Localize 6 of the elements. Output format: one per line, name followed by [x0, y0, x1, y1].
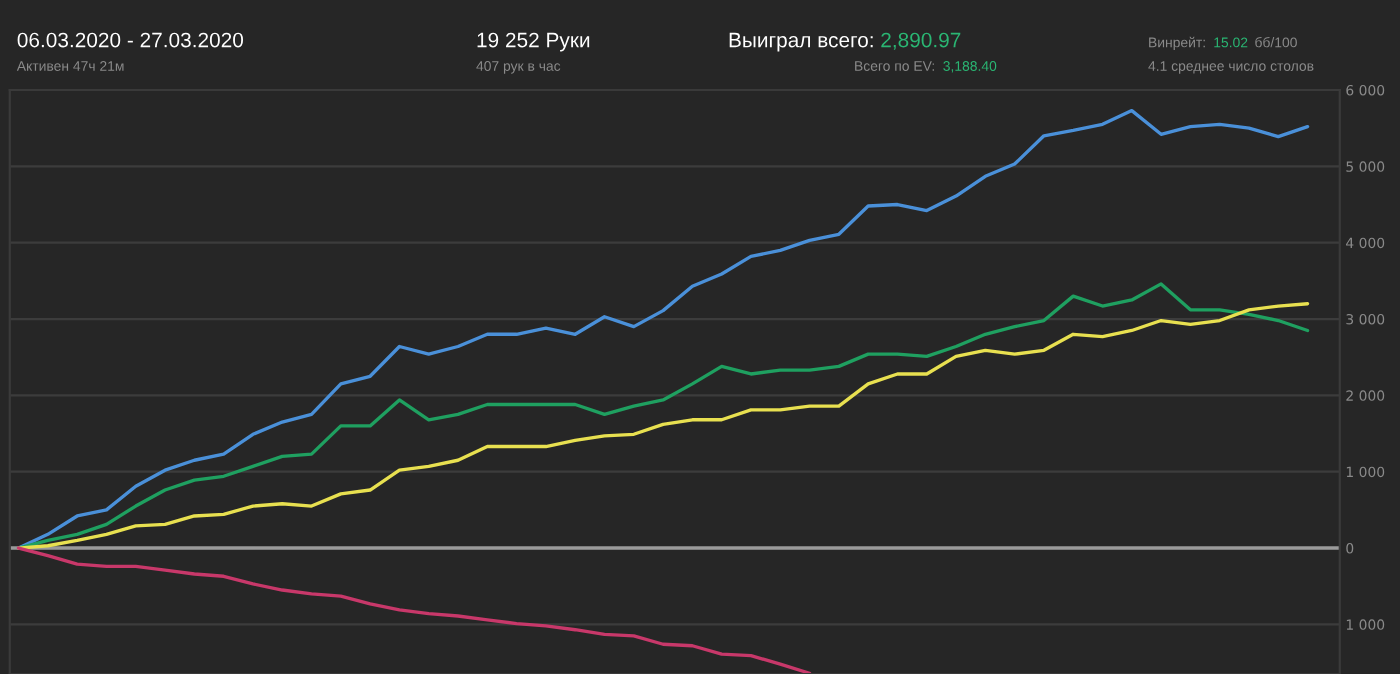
text: Выиграл всего:: [729, 32, 873, 52]
chart-title: 06.03.2020 - 27.03.2020: [17, 32, 244, 48]
text: 19 252 Руки: [477, 32, 590, 52]
text: 2,890.97: [881, 32, 961, 50]
line-series: [16, 108, 1310, 550]
line-series: [16, 546, 812, 674]
